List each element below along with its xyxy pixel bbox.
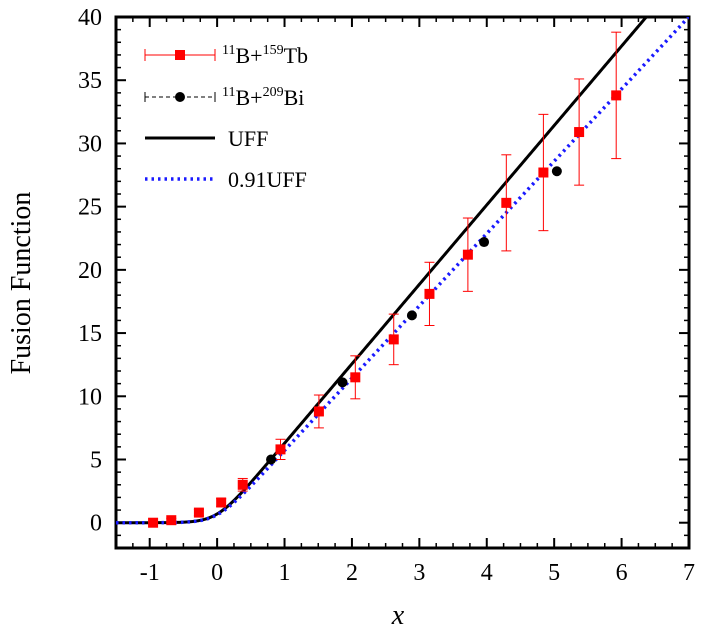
- tb-data-point: [148, 517, 159, 528]
- legend-bi-label: 11B+209Bi: [222, 85, 304, 110]
- legend-bi-label-pre2: 209: [263, 85, 284, 100]
- tb-data-point: [538, 167, 549, 178]
- legend-item-tb: 11B+159Tb: [144, 43, 308, 68]
- x-tick-label: 7: [683, 560, 695, 586]
- x-tick-label: 6: [616, 560, 628, 586]
- tb-data-point: [611, 90, 622, 101]
- data-markers: [148, 90, 622, 528]
- tb-data-point: [350, 372, 361, 383]
- bi-data-point: [551, 166, 562, 177]
- y-tick-label: 40: [78, 5, 102, 31]
- legend-tb-label-base2: Tb: [284, 43, 308, 68]
- error-bars: [148, 31, 622, 525]
- legend-item-bi: 11B+209Bi: [144, 85, 304, 110]
- y-tick-label: 5: [90, 448, 102, 474]
- tb-data-point: [166, 515, 177, 526]
- legend: 11B+159Tb 11B+209Bi UFF 0.91UFF: [144, 43, 308, 192]
- y-tick-label: 25: [78, 195, 102, 221]
- tb-data-point: [275, 444, 286, 455]
- legend-bi-label-base1: B+: [235, 85, 262, 110]
- legend-bi-label-pre1: 11: [222, 85, 235, 100]
- tb-data-point: [501, 197, 512, 208]
- tb-data-point: [237, 479, 248, 490]
- legend-tb-label: 11B+159Tb: [222, 43, 308, 68]
- bi-data-point: [479, 237, 490, 248]
- legend-bi-circle-marker: [175, 92, 185, 102]
- y-tick-label: 20: [78, 258, 102, 284]
- tb-data-point: [574, 127, 585, 138]
- x-tick-label: 4: [481, 560, 493, 586]
- legend-091uff-label: 0.91UFF: [228, 167, 307, 192]
- y-axis-title: Fusion Function: [6, 192, 37, 375]
- axis-ticks: [115, 16, 690, 549]
- x-tick-label: 1: [279, 560, 291, 586]
- legend-uff-label: UFF: [228, 126, 268, 151]
- tick-labels: -1 0 1 2 3 4 5 6 7 0 5 10 15 20 25 30 35 40: [78, 5, 695, 586]
- legend-tb-label-pre1: 11: [222, 43, 235, 58]
- tb-data-point: [216, 497, 227, 508]
- bi-data-point: [337, 377, 348, 388]
- legend-item-091uff: 0.91UFF: [145, 167, 307, 192]
- tb-data-point: [424, 288, 435, 299]
- legend-tb-square-marker: [175, 50, 185, 60]
- legend-item-uff: UFF: [145, 126, 268, 151]
- tb-data-point: [388, 334, 399, 345]
- x-axis-title: x: [391, 600, 405, 631]
- y-tick-label: 10: [78, 384, 102, 410]
- plot-area: [114, 15, 691, 550]
- curve-091uff: [116, 17, 689, 525]
- y-tick-label: 15: [78, 321, 102, 347]
- bi-data-point: [266, 454, 277, 465]
- y-tick-label: 35: [78, 68, 102, 94]
- bi-data-point: [406, 310, 417, 321]
- x-tick-label: 5: [548, 560, 560, 586]
- x-tick-label: 3: [413, 560, 425, 586]
- tb-data-point: [313, 406, 324, 417]
- y-tick-label: 30: [78, 131, 102, 157]
- x-tick-label: -1: [140, 560, 160, 586]
- legend-tb-label-pre2: 159: [263, 43, 284, 58]
- x-tick-label: 2: [346, 560, 358, 586]
- curve-uff: [116, 17, 649, 525]
- y-tick-label: 0: [90, 511, 102, 537]
- tb-data-point: [462, 249, 473, 260]
- model-curves: [116, 17, 689, 525]
- tb-data-point: [193, 507, 204, 518]
- legend-tb-label-base1: B+: [235, 43, 262, 68]
- x-tick-label: 0: [211, 560, 223, 586]
- legend-bi-label-base2: Bi: [284, 85, 305, 110]
